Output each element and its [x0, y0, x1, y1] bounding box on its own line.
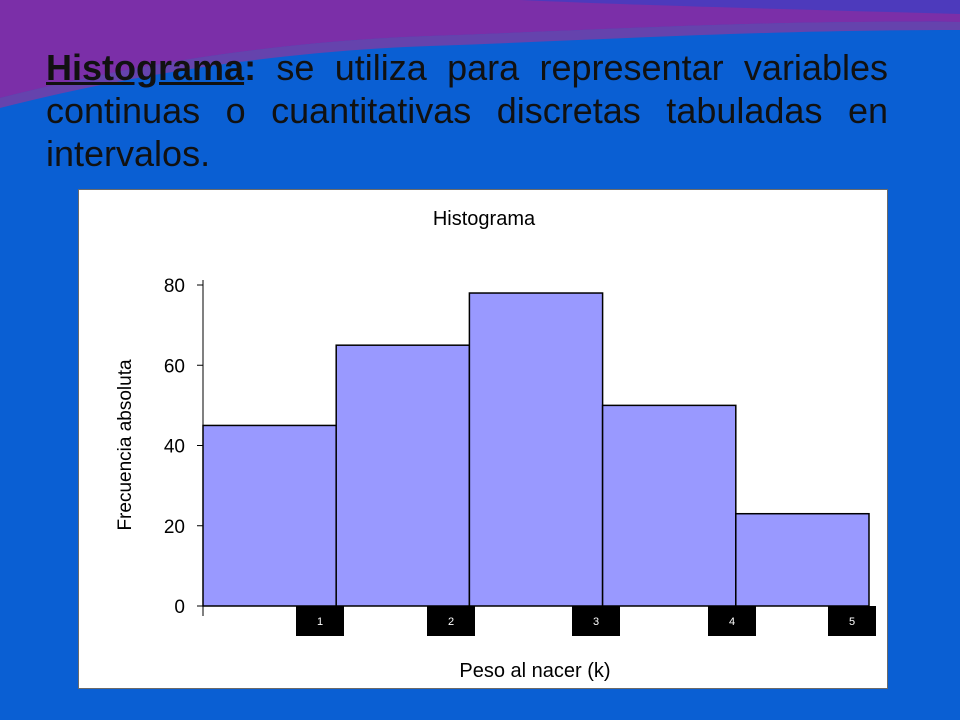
top-swoosh-blue: [420, 0, 960, 14]
chart-panel: Histograma Frecuencia absoluta Peso al n…: [78, 189, 888, 689]
slide-heading: Histograma: se utiliza para representar …: [46, 46, 888, 175]
y-tick-label: 60: [164, 356, 185, 377]
histogram-bar: [601, 404, 737, 607]
histogram-bar: [735, 512, 870, 607]
x-marker-label: 2: [448, 616, 454, 628]
y-axis-label: Frecuencia absoluta: [115, 359, 136, 531]
x-marker-label: 1: [317, 616, 323, 628]
x-marker-box: [828, 606, 876, 636]
y-tick-label: 20: [164, 517, 185, 538]
histogram-bar: [202, 424, 337, 607]
x-marker-box: [572, 606, 620, 636]
y-axis: 0 20 40 60 80: [164, 276, 204, 618]
x-marker-box: [296, 606, 344, 636]
top-swoosh: [0, 0, 960, 98]
bars-layer: [202, 292, 870, 607]
heading-body: se utiliza para representar variables co…: [46, 47, 888, 174]
chart-title: Histograma: [433, 208, 536, 230]
x-markers: 1 2 3 4 5: [296, 606, 876, 636]
histogram-bar: [468, 292, 604, 607]
x-axis-label: Peso al nacer (k): [459, 660, 610, 682]
x-marker-label: 5: [849, 616, 855, 628]
heading-term: Histograma: [46, 47, 245, 88]
histogram-chart: Histograma Frecuencia absoluta Peso al n…: [115, 208, 876, 682]
histogram-bar: [335, 344, 471, 607]
y-tick-label: 0: [174, 597, 185, 618]
top-swoosh-highlight: [0, 21, 960, 109]
y-tick-label: 40: [164, 437, 185, 458]
x-marker-box: [427, 606, 475, 636]
heading-colon: :: [244, 47, 257, 88]
y-tick-label: 80: [164, 276, 185, 297]
x-marker-label: 3: [593, 616, 599, 628]
x-marker-box: [708, 606, 756, 636]
x-marker-label: 4: [729, 616, 735, 628]
